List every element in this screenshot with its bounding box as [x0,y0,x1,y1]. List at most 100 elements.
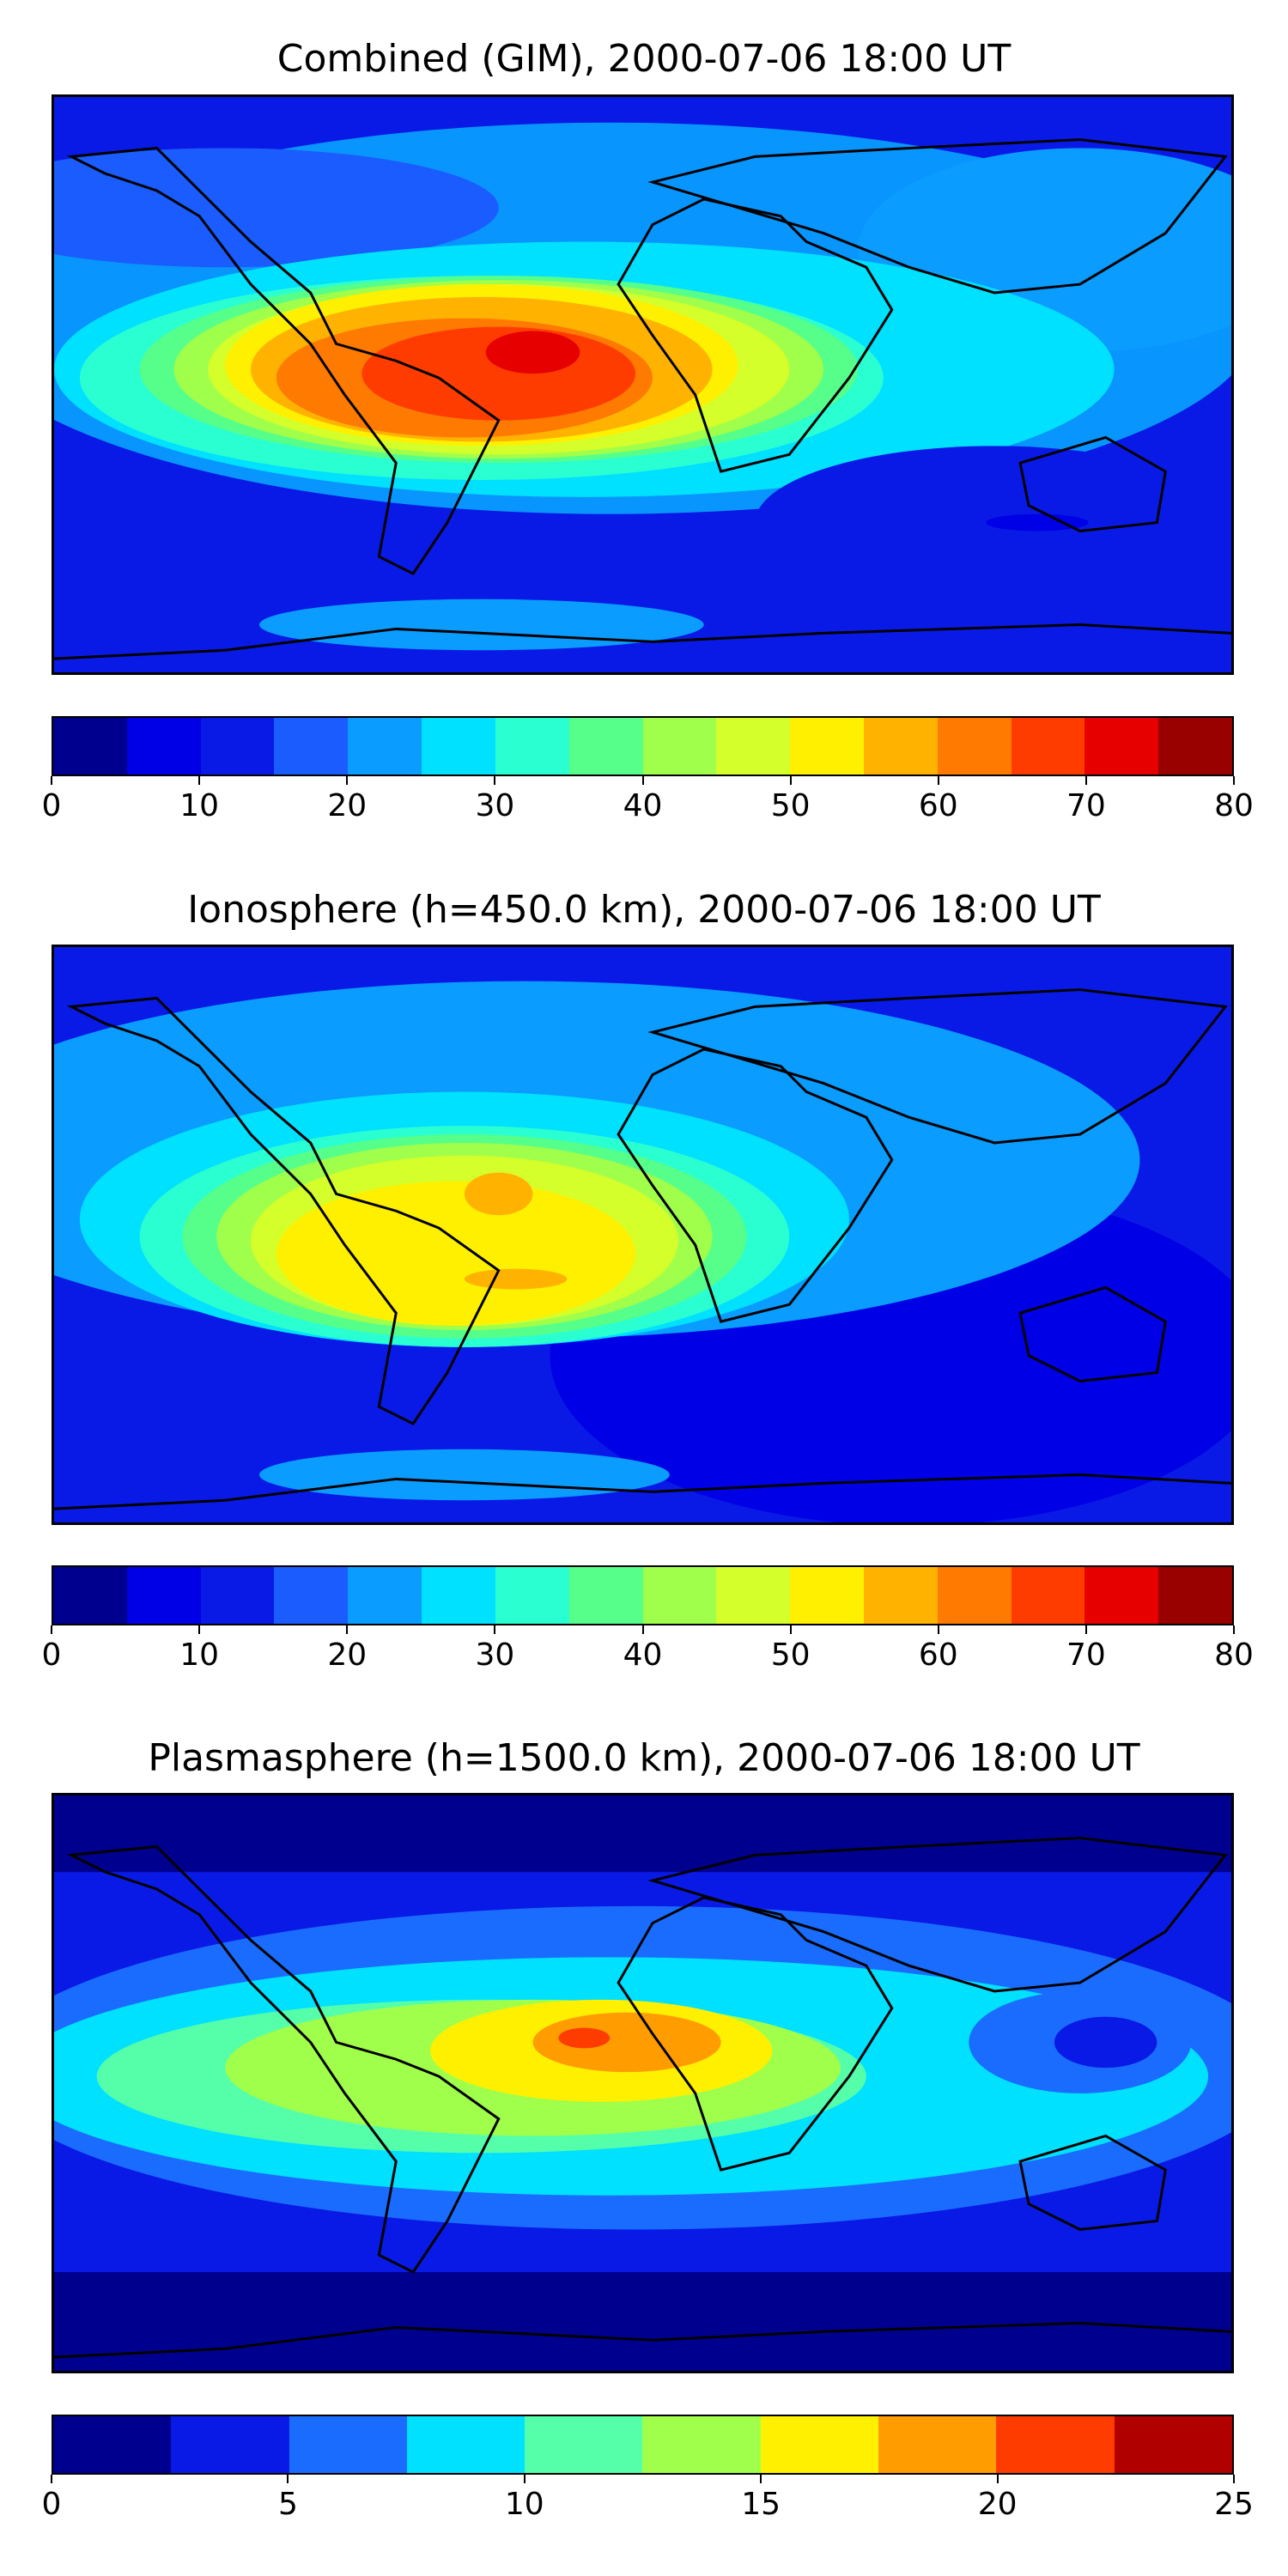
colorbar-swatch [642,718,717,775]
colorbar-swatch [348,1567,422,1624]
map-combined [52,94,1234,675]
colorbar-swatch [1158,1567,1232,1624]
colorbar-tick-mark [1233,776,1235,785]
map-ionosphere-svg [54,947,1231,1522]
colorbar-swatch [878,2416,997,2473]
colorbar-swatch [53,718,127,775]
colorbar-swatch [863,1567,938,1624]
colorbar-swatch [642,2416,761,2473]
colorbar-swatch [642,1567,717,1624]
colorbar-tick-label: 20 [327,788,368,823]
colorbar-ticks-plasmasphere: 0 5 10 15 20 25 [42,2475,1254,2522]
colorbar-tick-mark [1084,776,1087,785]
panel-title-plasmasphere: Plasmasphere (h=1500.0 km), 2000-07-06 1… [148,1736,1140,1780]
colorbar-swatch [422,1567,495,1624]
colorbar-tick-label: 25 [1214,2487,1254,2522]
colorbar-swatch [1011,718,1085,775]
colorbar-swatch [495,718,569,775]
colorbar-swatch [274,718,349,775]
map-combined-svg [54,97,1231,672]
colorbar-swatch [863,718,938,775]
colorbar-swatch [1011,1567,1085,1624]
colorbar-tick-label: 50 [770,788,811,823]
colorbar-tick-label: 0 [41,1637,62,1673]
colorbar-tick-mark [494,776,496,785]
colorbar-swatch [289,2416,407,2473]
colorbar-swatch [937,718,1012,775]
colorbar-tick-label: 0 [41,2487,62,2522]
panel-title-combined: Combined (GIM), 2000-07-06 18:00 UT [276,37,1012,81]
colorbar-tick-mark [996,2475,999,2483]
colorbar-swatch [495,1567,569,1624]
colorbar-tick-mark [1233,1625,1235,1634]
colorbar-tick-label: 10 [179,788,220,823]
colorbar-tick-label: 20 [977,2487,1018,2522]
colorbar-ticks-combined: 0 10 20 30 40 50 60 70 80 [42,776,1254,823]
colorbar-swatch [760,2416,879,2473]
colorbar-tick-mark [1084,1625,1087,1634]
colorbar-tick-label: 40 [623,788,663,823]
colorbar-swatch [348,718,422,775]
colorbar-tick-mark [523,2475,526,2483]
colorbar-tick-label: 70 [1066,788,1106,823]
colorbar-tick-label: 10 [504,2487,544,2522]
colorbar-swatch [568,718,643,775]
colorbar-tick-mark [937,776,939,785]
colorbar-tick-label: 60 [918,1637,958,1673]
colorbar-tick-label: 60 [918,788,958,823]
colorbar-tick-mark [198,776,201,785]
colorbar-tick-label: 70 [1066,1637,1106,1673]
colorbar-tick-mark [641,1625,644,1634]
colorbar-swatch [1084,718,1159,775]
colorbar-swatch [53,1567,127,1624]
colorbar-tick-label: 50 [770,1637,811,1673]
colorbar-swatch [1158,718,1232,775]
colorbar-tick-mark [51,1625,52,1634]
panel-title-ionosphere: Ionosphere (h=450.0 km), 2000-07-06 18:0… [187,888,1101,932]
colorbar-plasmasphere [52,2415,1234,2475]
colorbar-tick-mark [346,776,349,785]
colorbar-swatch [525,2416,643,2473]
colorbar-swatch [1084,1567,1159,1624]
colorbar-tick-mark [198,1625,201,1634]
colorbar-swatch [126,718,201,775]
colorbar-swatch [716,1567,791,1624]
map-plasmasphere [52,1793,1234,2373]
colorbar-combined [52,716,1234,776]
colorbar-tick-mark [494,1625,496,1634]
colorbar-tick-mark [641,776,644,785]
map-plasmasphere-svg [54,1795,1231,2371]
colorbar-tick-label: 80 [1214,1637,1254,1673]
colorbar-swatch [200,1567,275,1624]
colorbar-tick-mark [1233,2475,1235,2483]
colorbar-tick-mark [760,2475,762,2483]
colorbar-tick-mark [51,2475,52,2483]
colorbar-swatch [937,1567,1012,1624]
colorbar-tick-mark [51,776,52,785]
colorbar-tick-mark [287,2475,289,2483]
colorbar-tick-label: 0 [41,788,62,823]
colorbar-swatch [171,2416,289,2473]
colorbar-swatch [422,718,495,775]
colorbar-swatch [200,718,275,775]
colorbar-tick-label: 5 [277,2487,298,2522]
colorbar-swatch [996,2416,1115,2473]
colorbar-swatch [790,718,864,775]
colorbar-swatch [1114,2416,1232,2473]
colorbar-tick-label: 20 [327,1637,368,1673]
colorbar-tick-label: 30 [475,1637,515,1673]
colorbar-swatch [126,1567,201,1624]
colorbar-swatch [790,1567,864,1624]
colorbar-tick-mark [789,776,792,785]
colorbar-ionosphere [52,1565,1234,1625]
colorbar-tick-label: 15 [741,2487,781,2522]
colorbar-swatch [716,718,791,775]
colorbar-swatch [53,2416,172,2473]
colorbar-tick-label: 30 [475,788,515,823]
colorbar-tick-label: 40 [623,1637,663,1673]
colorbar-tick-mark [937,1625,939,1634]
colorbar-tick-label: 10 [179,1637,220,1673]
colorbar-swatch [406,2416,526,2473]
colorbar-ticks-ionosphere: 0 10 20 30 40 50 60 70 80 [42,1625,1254,1673]
colorbar-swatch [568,1567,643,1624]
